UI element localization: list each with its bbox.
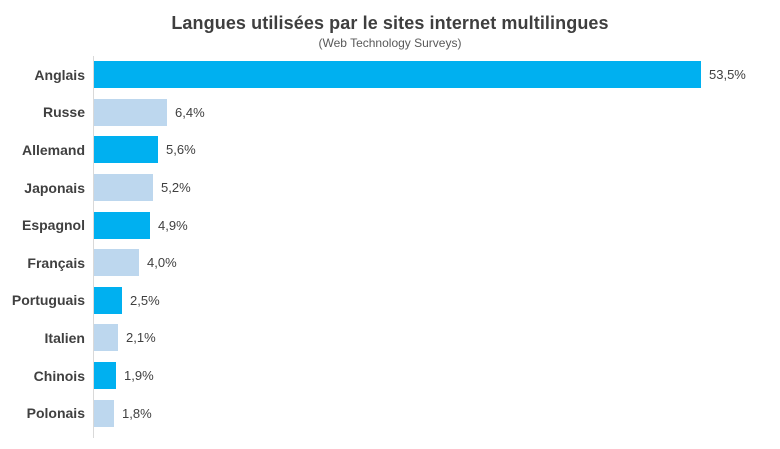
category-label: Espagnol: [21, 217, 85, 234]
bar: [94, 61, 701, 89]
bar: [94, 98, 167, 126]
bar-row: Polonais 1,8%: [0, 394, 780, 432]
bar: [94, 362, 116, 390]
chart-title: Langues utilisées par le sites internet …: [171, 13, 609, 33]
bar: [94, 211, 150, 239]
value-label: 2,5%: [130, 292, 160, 308]
bar-track: 5,2%: [93, 168, 780, 207]
category-label: Chinois: [33, 367, 85, 384]
bar: [94, 286, 122, 314]
bar-track: 4,9%: [93, 206, 780, 244]
bar-row: Russe 6,4%: [0, 93, 780, 132]
axis-line-tail: [93, 431, 95, 438]
value-label: 5,2%: [161, 180, 191, 196]
value-label: 2,1%: [126, 330, 156, 346]
bar-track: 53,5%: [93, 56, 780, 94]
bar: [94, 249, 139, 277]
bar-row: Japonais 5,2%: [0, 168, 780, 207]
bar-track: 6,4%: [93, 93, 780, 132]
bar-row: Italien 2,1%: [0, 319, 780, 357]
value-label: 6,4%: [175, 104, 205, 120]
bar-row: Anglais 53,5%: [0, 56, 780, 94]
bar-track: 2,1%: [93, 319, 780, 357]
category-label: Anglais: [34, 66, 85, 83]
category-label: Japonais: [24, 179, 85, 196]
category-label: Polonais: [26, 405, 85, 422]
value-label: 4,0%: [147, 255, 177, 271]
bar-row: Allemand 5,6%: [0, 131, 780, 169]
bar: [94, 399, 114, 427]
bar-track: 1,8%: [93, 394, 780, 432]
category-label: Allemand: [21, 141, 85, 158]
bar-row: Espagnol 4,9%: [0, 206, 780, 244]
bar-track: 4,0%: [93, 243, 780, 282]
bar-row: Français 4,0%: [0, 243, 780, 282]
value-label: 5,6%: [166, 142, 196, 158]
category-label: Russe: [42, 104, 85, 121]
value-label: 1,9%: [124, 368, 154, 384]
bar: [94, 174, 153, 202]
bar-track: 5,6%: [93, 131, 780, 169]
category-label: Portuguais: [11, 292, 85, 309]
chart-subtitle: (Web Technology Surveys): [318, 36, 462, 50]
value-label: 53,5%: [709, 67, 746, 83]
bar: [94, 324, 118, 352]
bar-row: Chinois 1,9%: [0, 356, 780, 395]
bar-track: 2,5%: [93, 281, 780, 320]
value-label: 1,8%: [122, 405, 152, 421]
value-label: 4,9%: [158, 217, 188, 233]
bar: [94, 136, 158, 164]
bar-track: 1,9%: [93, 356, 780, 395]
category-label: Français: [27, 254, 85, 271]
category-label: Italien: [44, 329, 85, 346]
plot-area: Anglais 53,5% Russe 6,4% Allemand 5,6% Japonai…: [0, 56, 780, 432]
bar-row: Portuguais 2,5%: [0, 281, 780, 320]
